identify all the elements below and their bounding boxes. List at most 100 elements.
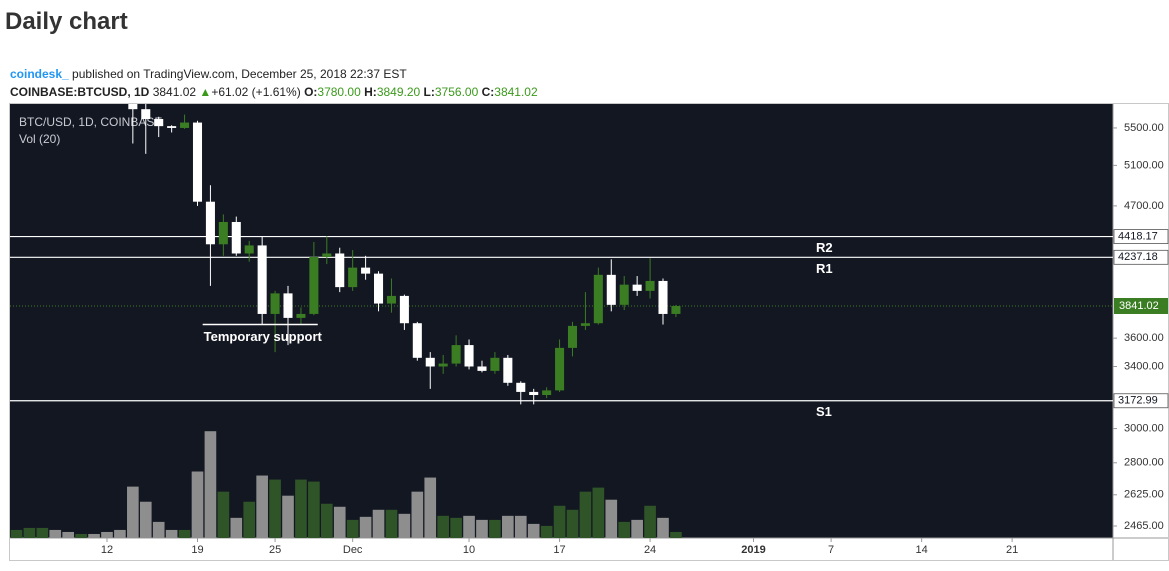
candle-body	[555, 347, 565, 391]
y-tick-label: 2465.00	[1124, 520, 1164, 532]
publisher-line: coindesk_ published on TradingView.com, …	[10, 67, 407, 81]
volume-bar	[670, 531, 682, 538]
volume-bar	[359, 516, 372, 538]
volume-bar	[657, 517, 669, 538]
h-label: H:	[364, 85, 377, 99]
volume-bar	[385, 509, 398, 538]
volume-bar	[579, 491, 592, 538]
x-tick-label: 25	[269, 544, 281, 556]
c-value: 3841.02	[494, 85, 538, 99]
candle-body	[231, 221, 241, 254]
volume-bar	[489, 519, 501, 538]
volume-bar	[592, 487, 605, 538]
level-name: R1	[816, 261, 833, 276]
candle-body	[90, 54, 99, 55]
h-value: 3849.20	[376, 85, 421, 99]
volume-bar	[527, 523, 540, 538]
volume-bar	[269, 479, 281, 538]
candle-body	[619, 284, 629, 305]
candle-body	[361, 267, 371, 274]
x-tick-label: 7	[828, 544, 834, 556]
volume-bar	[450, 517, 462, 538]
volume-bar	[605, 499, 618, 538]
candle-body	[51, 43, 60, 51]
y-tick-label: 5500.00	[1124, 122, 1164, 134]
volume-bar	[320, 503, 333, 538]
candle-body	[77, 54, 86, 56]
candle-body	[64, 50, 73, 55]
x-tick-label: 2019	[741, 544, 765, 556]
candle-body	[399, 295, 409, 324]
y-tick-label: 3000.00	[1124, 422, 1164, 434]
candle-body	[632, 284, 642, 291]
volume-bar	[217, 491, 230, 538]
volume-bar	[165, 529, 178, 538]
last-price-label: 3841.02	[1119, 300, 1159, 312]
x-tick-label: 12	[101, 544, 113, 556]
volume-bar	[75, 533, 87, 538]
level-tag	[1113, 249, 1169, 265]
volume-bar	[308, 481, 320, 538]
y-tick-label: 5100.00	[1124, 159, 1164, 171]
x-tick-label: 10	[463, 544, 475, 556]
volume-bar	[424, 477, 437, 538]
l-label: L:	[423, 85, 435, 99]
publisher-link[interactable]: coindesk_	[10, 67, 69, 81]
published-text: published on TradingView.com, December 2…	[72, 67, 407, 81]
volume-bar	[553, 505, 566, 538]
volume-bar	[204, 431, 217, 538]
candle-body	[645, 280, 655, 291]
volume-bar	[152, 521, 165, 538]
candle-body	[580, 323, 590, 326]
volume-bar	[23, 527, 36, 538]
x-tick-label: 19	[191, 544, 203, 556]
x-tick-label: 24	[644, 544, 656, 556]
candle-body	[567, 325, 578, 348]
y-tick-label: 3400.00	[1124, 360, 1164, 372]
volume-bar	[139, 501, 152, 538]
volume-bar	[62, 531, 75, 538]
level-tag	[1113, 393, 1169, 409]
candle-body	[167, 126, 177, 128]
candle-body	[671, 305, 681, 314]
candle-body	[180, 122, 190, 128]
volume-bar	[243, 501, 256, 538]
volume-bar	[411, 491, 424, 538]
volume-bar	[178, 529, 191, 538]
l-value: 3756.00	[434, 85, 479, 99]
volume-bar	[127, 486, 139, 538]
volume-bar	[88, 533, 100, 538]
volume-bar	[101, 531, 113, 538]
support-label: Temporary support	[204, 329, 323, 344]
candle-body	[115, 55, 124, 57]
candle-body	[374, 273, 384, 304]
x-tick-label: 14	[915, 544, 927, 556]
volume-bar	[540, 525, 553, 538]
candle-body	[102, 55, 111, 56]
level-name: R2	[816, 240, 833, 255]
candle-body	[154, 119, 164, 127]
candle-body	[425, 357, 435, 367]
candle-body	[490, 357, 500, 371]
last-price-tag	[1114, 297, 1168, 314]
candle-body	[464, 345, 474, 367]
volume-bar	[49, 529, 62, 538]
volume-bar	[631, 519, 643, 538]
volume-bar	[230, 517, 243, 538]
symbol: COINBASE:BTCUSD, 1D	[10, 85, 150, 99]
candle-body	[529, 391, 539, 396]
candle-body	[128, 104, 138, 110]
volume-bar	[566, 509, 579, 538]
level-tag-label: 4418.17	[1118, 230, 1158, 242]
candle-body	[322, 253, 332, 257]
volume-bar	[10, 529, 23, 538]
candle-body	[309, 256, 319, 314]
volume-bar	[476, 519, 488, 538]
volume-bar	[295, 479, 307, 538]
candle-body	[503, 357, 513, 383]
volume-bar	[514, 515, 527, 538]
o-value: 3780.00	[317, 85, 361, 99]
c-label: C:	[481, 85, 495, 99]
page-title: Daily chart	[5, 8, 128, 35]
